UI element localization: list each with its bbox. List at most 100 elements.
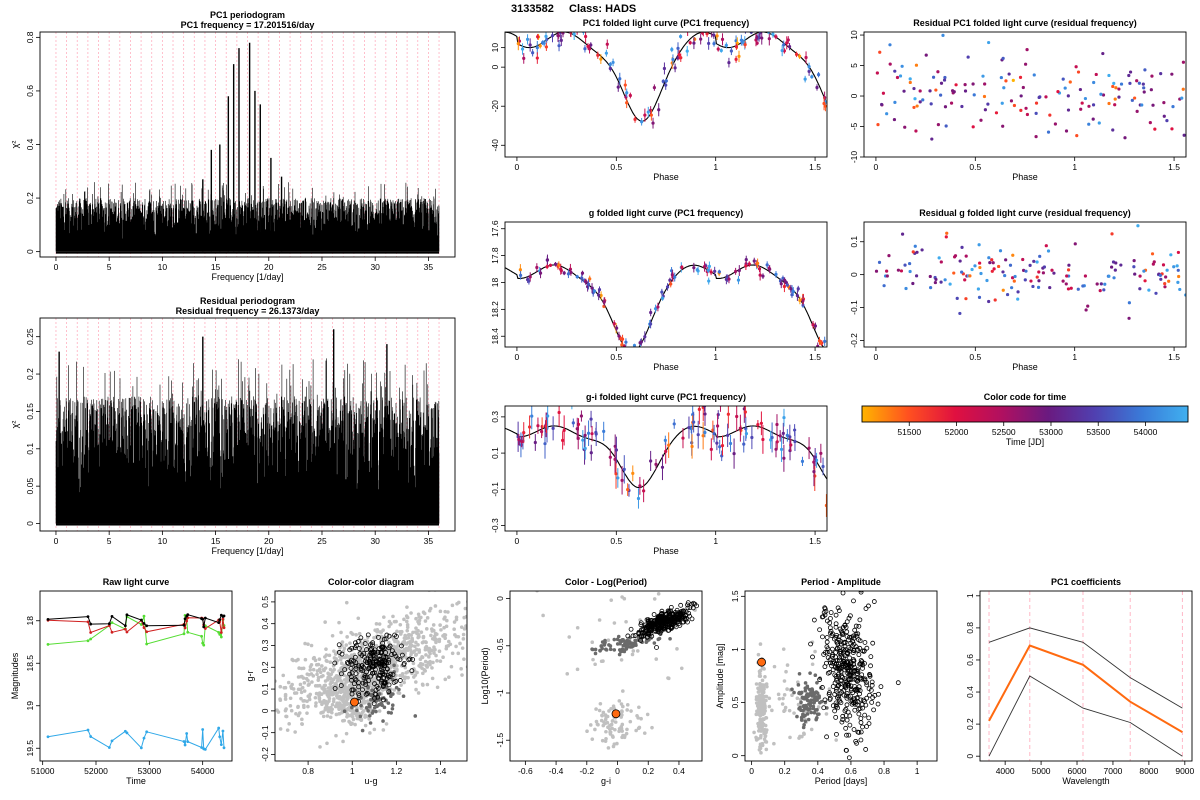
data-point — [720, 443, 725, 448]
series-point — [202, 625, 206, 629]
data-point — [1181, 60, 1186, 64]
class-point — [374, 709, 378, 714]
class-point-open — [868, 663, 873, 669]
data-point — [1147, 288, 1151, 292]
data-point — [557, 44, 561, 48]
data-point — [1159, 72, 1163, 76]
class-point-open — [856, 711, 862, 717]
class-point-open — [381, 683, 386, 688]
class-point-open — [666, 624, 672, 630]
class-point — [590, 647, 594, 651]
reference-point — [350, 714, 355, 719]
reference-point — [278, 698, 283, 703]
x-tick-label: 0 — [874, 352, 879, 362]
reference-point — [403, 634, 408, 638]
class-point — [377, 697, 382, 701]
data-point — [599, 57, 603, 61]
class-point — [814, 717, 818, 722]
reference-point — [461, 632, 466, 637]
reference-point — [406, 636, 411, 640]
class-point-open — [378, 670, 384, 675]
reference-point — [417, 650, 422, 654]
class-point-open — [857, 691, 862, 697]
x-tick-label: 30 — [370, 262, 380, 272]
class-point-open — [864, 682, 870, 688]
data-point — [622, 344, 627, 347]
reference-point — [652, 597, 657, 601]
x-tick-label: 0.2 — [642, 766, 654, 776]
y-tick-label: 0.4 — [260, 618, 270, 630]
data-point — [719, 48, 723, 53]
class-point-open — [656, 613, 662, 619]
data-point — [1001, 56, 1005, 60]
class-point — [809, 692, 813, 696]
data-point — [557, 410, 561, 415]
reference-point — [480, 631, 484, 635]
class-point-open — [638, 620, 644, 626]
data-point — [966, 55, 970, 59]
class-point-open — [689, 616, 695, 622]
class-point-open — [863, 747, 869, 752]
data-point — [619, 336, 623, 341]
class-point-open — [833, 621, 839, 627]
class-point-open — [351, 681, 357, 687]
data-point — [823, 95, 827, 100]
class-point-open — [844, 717, 850, 723]
data-point — [899, 269, 904, 273]
class-point-open — [656, 626, 662, 631]
reference-point — [784, 669, 788, 674]
class-point-open — [844, 619, 850, 625]
data-point — [1025, 112, 1030, 117]
x-axis-label: Frequency [1/day] — [211, 546, 283, 556]
reference-point — [288, 696, 293, 701]
data-point — [517, 438, 521, 442]
class-point-open — [356, 684, 361, 690]
class-point-open — [857, 638, 863, 644]
data-point — [818, 341, 823, 345]
class-point-open — [844, 732, 849, 738]
data-point — [1011, 253, 1015, 257]
data-point — [971, 125, 975, 129]
data-point — [522, 431, 526, 435]
reference-point — [409, 643, 414, 648]
x-tick-label: 20 — [264, 536, 274, 546]
reference-point — [342, 718, 347, 723]
data-point — [1119, 263, 1123, 267]
class-point — [796, 683, 801, 687]
data-point — [1066, 268, 1071, 272]
data-point — [602, 429, 606, 433]
chart-title: PC1 coefficients — [1051, 577, 1121, 587]
data-point — [648, 322, 653, 326]
class-point-open — [810, 654, 815, 660]
data-point — [998, 249, 1003, 253]
reference-point — [609, 598, 614, 602]
series-point — [217, 726, 221, 730]
data-point — [999, 75, 1003, 80]
data-point — [1152, 260, 1156, 264]
reference-point — [575, 625, 580, 630]
reference-point — [764, 682, 769, 686]
data-point — [758, 32, 762, 35]
class-point-open — [332, 686, 338, 691]
class-point-open — [832, 680, 838, 686]
class-point-open — [827, 620, 833, 626]
reference-point — [425, 665, 430, 669]
data-point — [1102, 288, 1106, 292]
class-point — [806, 694, 811, 698]
class-point-open — [853, 623, 859, 629]
data-point — [904, 286, 908, 291]
reference-point — [393, 647, 397, 652]
reference-point — [601, 710, 606, 715]
class-point-open — [808, 641, 813, 647]
data-point — [649, 113, 653, 117]
class-point-open — [846, 676, 852, 682]
data-point — [518, 268, 522, 272]
data-point — [1019, 108, 1023, 112]
class-point-open — [833, 650, 838, 655]
reference-point — [380, 688, 385, 692]
y-tick-label: 0 — [849, 272, 859, 277]
class-point-open — [673, 615, 679, 620]
x-tick-label: 0.5 — [610, 536, 622, 546]
data-point — [798, 298, 802, 302]
data-point — [673, 66, 677, 70]
